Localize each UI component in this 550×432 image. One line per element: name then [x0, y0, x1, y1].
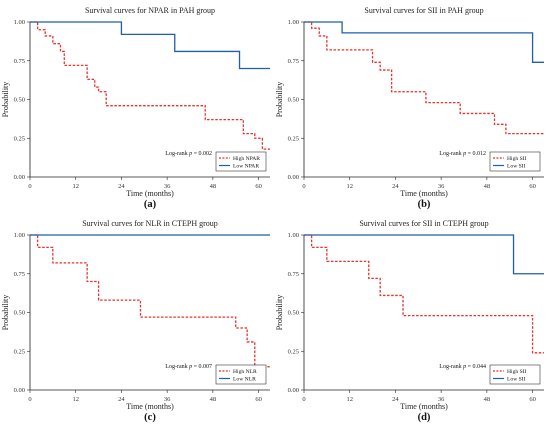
y-axis-label: Probability [1, 295, 10, 331]
panel-label: (c) [144, 412, 156, 423]
survival-curve-high-sii [304, 21, 544, 135]
y-tick-label: 0.00 [288, 174, 299, 181]
logrank-annotation: Log-rank p = 0.012 [439, 151, 486, 157]
chart-panel-2: Survival curves for SII in PAH group 0 12 2… [275, 6, 544, 210]
survival-curve-high-npar [30, 21, 270, 150]
x-axis-label: Time (months) [400, 189, 448, 198]
y-tick-label: 0.25 [288, 135, 299, 142]
legend-entry: High SII [507, 369, 527, 375]
y-tick-label: 0.25 [288, 348, 299, 355]
y-tick-label: 1.00 [14, 19, 25, 26]
legend-entry: Low NLR [233, 377, 256, 383]
chart-panel-4: Survival curves for SII in CTEPH group 0 1… [275, 219, 544, 423]
panel-label: (a) [144, 199, 157, 210]
legend-entry: Low NPAR [233, 164, 259, 170]
legend-box [215, 364, 267, 385]
legend-entry: High NLR [233, 369, 257, 375]
y-tick-label: 0.50 [14, 97, 25, 104]
y-tick-label: 1.00 [288, 19, 299, 26]
chart-panel-1: Survival curves for NPAR in PAH group 0 12… [1, 6, 270, 210]
y-axis-label: Probability [275, 295, 284, 331]
legend-entry: Low SII [507, 377, 526, 383]
y-tick-label: 0.75 [14, 58, 25, 65]
survival-curve-high-nlr [30, 234, 270, 368]
x-tick-label: 36 [164, 396, 171, 403]
x-tick-label: 24 [392, 183, 399, 190]
x-tick-label: 12 [346, 396, 353, 403]
logrank-annotation: Log-rank p = 0.007 [165, 364, 212, 370]
legend: High NPAR Low NPAR [215, 151, 267, 172]
chart-title: Survival curves for SII in PAH group [364, 6, 483, 15]
x-tick-label: 60 [255, 183, 262, 190]
logrank-annotation: Log-rank p = 0.002 [165, 151, 212, 157]
x-tick-label: 24 [392, 396, 399, 403]
y-axis-label: Probability [275, 82, 284, 118]
legend-entry: Low SII [507, 164, 526, 170]
y-tick-label: 0.00 [14, 387, 25, 394]
x-axis-label: Time (months) [126, 189, 174, 198]
x-tick-label: 0 [302, 183, 305, 190]
x-tick-label: 48 [210, 183, 217, 190]
x-tick-label: 24 [118, 396, 125, 403]
y-tick-label: 0.00 [14, 174, 25, 181]
x-tick-label: 12 [72, 396, 79, 403]
y-tick-label: 0.00 [288, 387, 299, 394]
x-tick-label: 60 [529, 396, 536, 403]
y-tick-label: 0.25 [14, 135, 25, 142]
x-tick-label: 12 [72, 183, 79, 190]
x-tick-label: 36 [164, 183, 171, 190]
y-tick-label: 0.75 [288, 271, 299, 278]
x-tick-label: 0 [28, 183, 31, 190]
x-tick-label: 48 [484, 183, 491, 190]
x-tick-label: 36 [438, 183, 445, 190]
survival-curve-low-npar [30, 21, 270, 70]
y-tick-label: 0.50 [288, 97, 299, 104]
chart-title: Survival curves for NPAR in PAH group [85, 6, 215, 15]
legend: High SII Low SII [489, 151, 541, 172]
y-tick-label: 0.75 [14, 271, 25, 278]
x-tick-label: 12 [346, 183, 353, 190]
x-tick-label: 48 [210, 396, 217, 403]
legend: High NLR Low NLR [215, 364, 267, 385]
legend-box [215, 151, 267, 172]
panel-label: (b) [418, 199, 431, 210]
survival-curve-high-sii [304, 234, 544, 354]
legend-entry: High NPAR [233, 156, 260, 162]
survival-curve-low-sii [304, 21, 544, 63]
chart-panel-3: Survival curves for NLR in CTEPH group 0 1… [1, 219, 270, 423]
x-tick-label: 0 [28, 396, 31, 403]
legend-entry: High SII [507, 156, 527, 162]
y-tick-label: 1.00 [14, 232, 25, 239]
x-tick-label: 24 [118, 183, 125, 190]
legend-box [489, 364, 541, 385]
legend-box [489, 151, 541, 172]
y-tick-label: 0.25 [14, 348, 25, 355]
y-tick-label: 1.00 [288, 232, 299, 239]
x-axis-label: Time (months) [400, 402, 448, 411]
x-axis-label: Time (months) [126, 402, 174, 411]
x-tick-label: 48 [484, 396, 491, 403]
legend: High SII Low SII [489, 364, 541, 385]
y-axis-label: Probability [1, 82, 10, 118]
y-tick-label: 0.50 [14, 310, 25, 317]
chart-title: Survival curves for NLR in CTEPH group [82, 219, 218, 228]
x-tick-label: 36 [438, 396, 445, 403]
x-tick-label: 0 [302, 396, 305, 403]
y-tick-label: 0.50 [288, 310, 299, 317]
logrank-annotation: Log-rank p = 0.044 [439, 364, 486, 370]
chart-title: Survival curves for SII in CTEPH group [359, 219, 488, 228]
y-tick-label: 0.75 [288, 58, 299, 65]
x-tick-label: 60 [255, 396, 262, 403]
panel-label: (d) [418, 412, 431, 423]
x-tick-label: 60 [529, 183, 536, 190]
survival-curve-low-sii [304, 234, 544, 275]
